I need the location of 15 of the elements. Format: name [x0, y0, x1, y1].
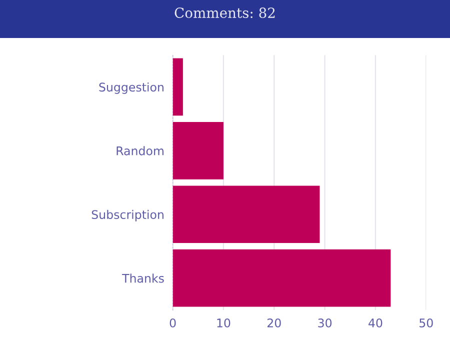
y-tick-label: Suggestion [99, 82, 164, 94]
x-tick-label: 40 [368, 318, 382, 328]
chart-title: Comments: 82 [174, 8, 275, 18]
x-tick-label: 30 [318, 318, 332, 328]
y-tick-label: Thanks [122, 274, 164, 283]
bar [172, 122, 224, 180]
x-tick-label: 0 [170, 318, 176, 328]
bar [172, 249, 391, 307]
x-tick-label: 50 [420, 318, 433, 328]
bar [172, 58, 183, 116]
x-tick-label: 10 [217, 318, 230, 328]
x-tick-label: 20 [267, 318, 281, 328]
y-tick-label: Random [116, 146, 164, 156]
bar [172, 186, 320, 244]
y-tick-label: Subscription [92, 210, 164, 222]
